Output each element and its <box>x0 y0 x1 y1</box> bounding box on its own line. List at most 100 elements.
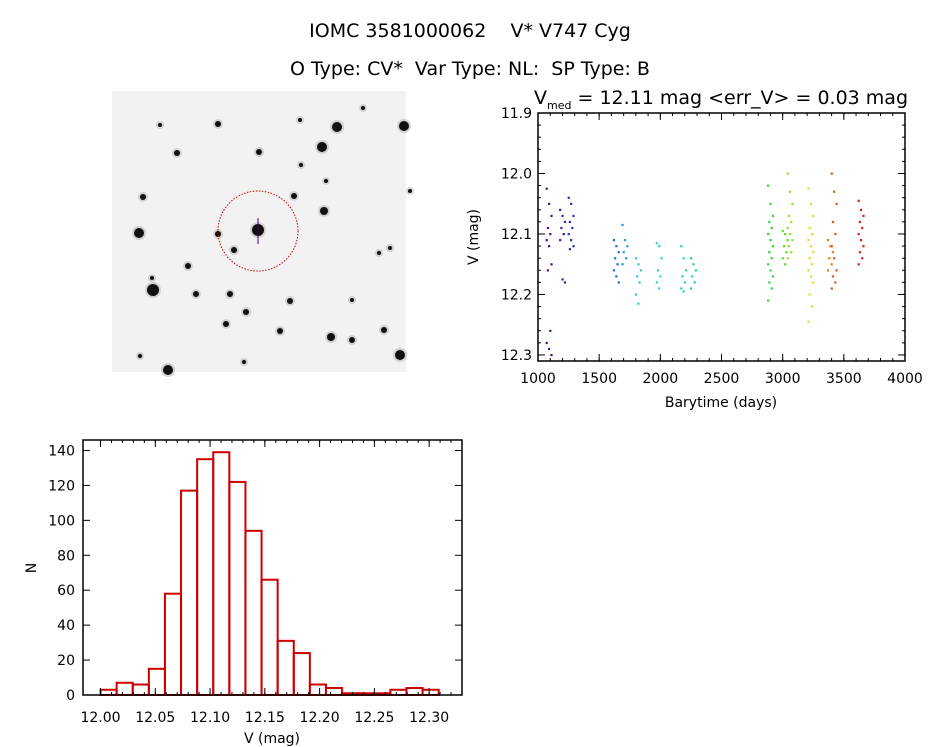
data-point <box>768 220 771 224</box>
histogram-bar <box>180 489 199 697</box>
data-point <box>809 245 813 248</box>
star <box>256 149 262 155</box>
data-point <box>784 232 787 236</box>
y-tick-label: 0 <box>66 688 75 704</box>
title-v: V <box>534 87 547 109</box>
star <box>299 163 303 167</box>
y-tick-label: 20 <box>57 653 75 669</box>
y-tick-label: 140 <box>48 443 75 459</box>
data-point <box>545 239 548 242</box>
x-tick-label: 1000 <box>520 371 556 387</box>
data-point <box>684 269 688 272</box>
data-point <box>835 202 838 205</box>
data-point <box>826 269 830 272</box>
data-point <box>548 347 551 351</box>
data-point <box>830 287 833 290</box>
x-tick-label: 2000 <box>643 371 679 387</box>
data-point <box>831 220 835 224</box>
figure-subtitle: O Type: CV* Var Type: NL: SP Type: B <box>290 58 650 80</box>
histogram-bar <box>147 667 166 697</box>
x-tick-label: 12.20 <box>300 710 340 726</box>
x-tick-label: 4000 <box>887 371 923 387</box>
y-tick-label: 11.9 <box>501 106 532 122</box>
light-curve-title: Vmed = 12.11 mag <err_V> = 0.03 mag <box>534 87 908 112</box>
data-point <box>656 269 660 272</box>
data-point <box>791 239 794 242</box>
data-point <box>784 263 787 266</box>
x-tick-label: 2500 <box>704 371 740 387</box>
star <box>361 106 365 110</box>
data-point <box>830 172 833 175</box>
data-point <box>617 281 620 284</box>
data-point <box>834 232 837 236</box>
data-point <box>689 257 693 260</box>
y-tick-label: 120 <box>48 478 75 494</box>
data-point <box>771 275 775 278</box>
star <box>150 276 154 280</box>
data-point <box>636 275 639 278</box>
light-curve-xlabel: Barytime (days) <box>665 395 777 411</box>
data-point <box>682 290 685 293</box>
data-point <box>857 232 860 236</box>
data-point <box>560 226 563 230</box>
data-point <box>767 232 770 236</box>
data-point <box>689 287 693 290</box>
data-point <box>612 269 616 272</box>
data-point <box>639 269 642 272</box>
data-point <box>681 275 684 278</box>
star <box>291 193 297 199</box>
x-tick-label: 3000 <box>765 371 801 387</box>
data-point <box>622 251 625 254</box>
x-tick-label: 12.30 <box>409 710 449 726</box>
data-point <box>812 214 815 218</box>
histogram-bar <box>276 639 295 696</box>
histogram-bar <box>163 592 183 696</box>
star <box>388 246 392 250</box>
light-curve-ylabel: V (mag) <box>466 209 482 265</box>
star <box>242 360 246 364</box>
sky-image <box>112 91 414 377</box>
data-point <box>786 257 789 260</box>
x-tick-label: 3500 <box>826 371 862 387</box>
data-point <box>655 242 658 245</box>
data-point <box>659 275 662 278</box>
data-point <box>830 245 833 248</box>
data-point <box>570 202 573 205</box>
y-tick-label: 12.3 <box>501 348 532 364</box>
star <box>399 121 409 131</box>
data-point <box>862 214 865 218</box>
x-tick-label: 12.15 <box>245 710 285 726</box>
data-point <box>549 329 552 332</box>
data-point <box>770 226 773 230</box>
data-point <box>550 263 553 266</box>
data-point <box>812 251 815 254</box>
histogram-bar <box>389 688 408 696</box>
data-point <box>546 269 550 272</box>
data-point <box>567 232 570 236</box>
star <box>134 228 144 238</box>
histogram-frame <box>82 439 463 696</box>
data-point <box>617 251 620 254</box>
target-circle <box>217 190 299 272</box>
histogram-bar <box>99 688 118 696</box>
data-point <box>857 199 860 202</box>
star <box>408 189 412 193</box>
star <box>317 142 327 152</box>
data-point <box>812 281 815 284</box>
histogram-bar <box>115 681 134 697</box>
data-point <box>638 281 641 284</box>
data-point <box>809 202 813 205</box>
data-point <box>833 257 836 260</box>
data-point <box>768 251 771 254</box>
data-point <box>561 278 564 281</box>
data-point <box>830 263 833 266</box>
data-point <box>769 239 772 242</box>
data-point <box>808 293 811 296</box>
star <box>174 150 180 156</box>
star <box>243 309 249 315</box>
data-point <box>862 245 865 248</box>
light-curve-frame <box>537 112 906 362</box>
data-point <box>807 320 810 323</box>
data-point <box>828 257 831 260</box>
